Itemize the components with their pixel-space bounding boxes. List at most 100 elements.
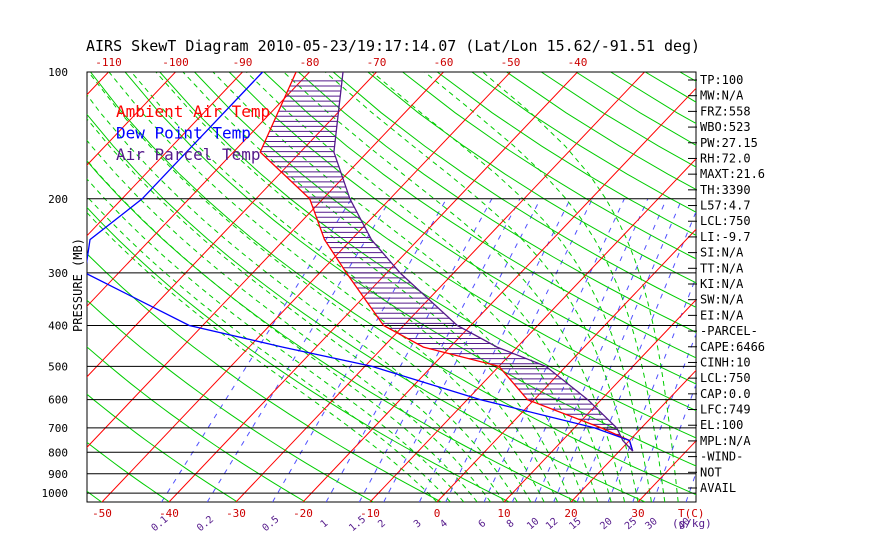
bottom-temp-tick-label: 10 xyxy=(497,507,510,520)
index-entry: MAXT:21.6 xyxy=(700,167,765,181)
isotherm-line xyxy=(235,72,645,502)
isotherm-line xyxy=(436,228,696,502)
pressure-tick-label: 400 xyxy=(48,320,68,333)
index-entry: FRZ:558 xyxy=(700,104,751,118)
mixing-ratio-tick-label: 12 xyxy=(544,516,560,532)
isotherm-line xyxy=(87,72,377,378)
x-axis-label-mixing-ratio: (g/kg) xyxy=(672,517,712,530)
dry-adiabat-line xyxy=(0,72,34,502)
legend-entry: Air Parcel Temp xyxy=(116,145,261,164)
dry-adiabat-line xyxy=(298,72,696,333)
index-entry: MW:N/A xyxy=(700,89,744,103)
pressure-tick-label: 300 xyxy=(48,267,68,280)
mixing-ratio-line xyxy=(483,198,625,502)
legend-entry: Dew Point Temp xyxy=(116,124,251,143)
moist-adiabat-line xyxy=(108,72,545,502)
dry-adiabat-line xyxy=(87,490,102,502)
mixing-ratio-tick-label: 2 xyxy=(376,518,388,530)
mixing-ratio-tick-label: 30 xyxy=(643,516,659,532)
bottom-temp-tick-label: -20 xyxy=(293,507,313,520)
pressure-tick-labels: 100 200 300 400 500 600 700 800 900 1000 xyxy=(42,66,69,500)
bottom-temp-tick-label: -10 xyxy=(360,507,380,520)
isotherm-line xyxy=(839,72,870,502)
index-entry: AVAIL xyxy=(700,481,736,495)
isotherm-line xyxy=(101,72,511,502)
x-axis-label-temp: T(C) xyxy=(678,507,705,520)
index-entry: NOT xyxy=(700,465,722,479)
moist-adiabat-line xyxy=(324,72,639,502)
moist-adiabat-line xyxy=(212,72,599,502)
top-temp-tick-label: -50 xyxy=(501,56,521,69)
moist-adiabat-line xyxy=(182,72,585,502)
chart-title: AIRS SkewT Diagram 2010-05-23/19:17:14.0… xyxy=(86,37,700,55)
moist-adiabat-line xyxy=(87,159,478,502)
isotherms xyxy=(0,72,870,502)
index-entry: SI:N/A xyxy=(700,246,744,260)
bottom-temp-tick-label: -40 xyxy=(159,507,179,520)
moist-adiabat-line xyxy=(87,118,505,502)
dry-adiabat-line xyxy=(87,253,442,502)
index-entry: MPL:N/A xyxy=(700,434,751,448)
series-line xyxy=(259,72,634,452)
mixing-ratio-line xyxy=(358,198,521,502)
top-temperature-ticks: -110 -100 -90 -80 -70 -60 -50 -40 xyxy=(95,56,587,69)
dry-adiabat-line xyxy=(853,72,870,502)
bottom-temp-tick-label: 0 xyxy=(434,507,441,520)
legend: Ambient Air Temp Dew Point Temp Air Parcel… xyxy=(116,102,270,164)
bottom-temp-tick-label: 30 xyxy=(631,507,644,520)
isotherm-line xyxy=(772,72,870,502)
bottom-temp-tick-label: -50 xyxy=(92,507,112,520)
index-entry: WBO:523 xyxy=(700,120,751,134)
moist-adiabat-line xyxy=(88,72,532,502)
index-entry: LCL:750 xyxy=(700,371,751,385)
mixing-ratio-tick-label: 8 xyxy=(505,518,517,530)
index-entry: CAP:0.0 xyxy=(700,387,751,401)
isotherm-line xyxy=(302,87,696,502)
dry-adiabat-line xyxy=(87,160,578,502)
dry-adiabat-line xyxy=(87,393,238,502)
index-entry: LI:-9.7 xyxy=(700,230,751,244)
top-temp-tick-label: -80 xyxy=(300,56,320,69)
pressure-tick-label: 700 xyxy=(48,422,68,435)
pressure-tick-label: 200 xyxy=(48,193,68,206)
isotherm-line xyxy=(0,72,42,502)
index-entry: TT:N/A xyxy=(700,261,744,275)
dry-adiabat-line xyxy=(749,72,870,502)
mixing-ratio-tick-label: 20 xyxy=(598,516,614,532)
mixing-ratio-tick-label: 3 xyxy=(412,518,424,530)
pressure-tick-label: 500 xyxy=(48,360,68,373)
index-entry: RH:72.0 xyxy=(700,151,751,165)
dry-adiabat-line xyxy=(159,72,696,439)
index-entry: LFC:749 xyxy=(700,403,751,417)
index-entry: TH:3390 xyxy=(700,183,751,197)
mixing-ratio-tick-label: 6 xyxy=(477,518,489,530)
mixing-ratio-line xyxy=(418,198,571,502)
mixing-ratio-line xyxy=(272,198,447,502)
isotherm-line xyxy=(503,299,696,502)
dry-adiabat-line xyxy=(402,72,696,260)
mixing-ratio-tick-label: 1 xyxy=(319,518,331,530)
moist-adiabat-line xyxy=(87,195,451,502)
top-temp-tick-label: -40 xyxy=(568,56,588,69)
dry-adiabat-line xyxy=(87,346,306,502)
isotherm-line xyxy=(87,72,243,237)
pressure-tick-label: 100 xyxy=(48,66,68,79)
index-entry: L57:4.7 xyxy=(700,199,751,213)
isotherm-line xyxy=(369,158,696,502)
dry-adiabat-line xyxy=(87,299,374,502)
dry-adiabat-line xyxy=(332,72,696,308)
index-entry: CAPE:6466 xyxy=(700,340,765,354)
series-line xyxy=(333,72,634,452)
mixing-ratio-line xyxy=(534,198,667,502)
moist-adiabat-line xyxy=(283,72,626,502)
moist-adiabat-line xyxy=(87,178,465,502)
index-entry: TP:100 xyxy=(700,73,743,87)
pressure-tick-label: 800 xyxy=(48,446,68,459)
index-entry: -WIND- xyxy=(700,450,743,464)
index-entry: -PARCEL- xyxy=(700,324,758,338)
cape-hatching xyxy=(260,80,620,435)
moist-adiabat-line xyxy=(424,72,666,502)
mixing-ratio-tick-label: 0.5 xyxy=(261,514,282,534)
pressure-tick-label: 600 xyxy=(48,394,68,407)
dry-adiabat-line xyxy=(87,113,646,502)
